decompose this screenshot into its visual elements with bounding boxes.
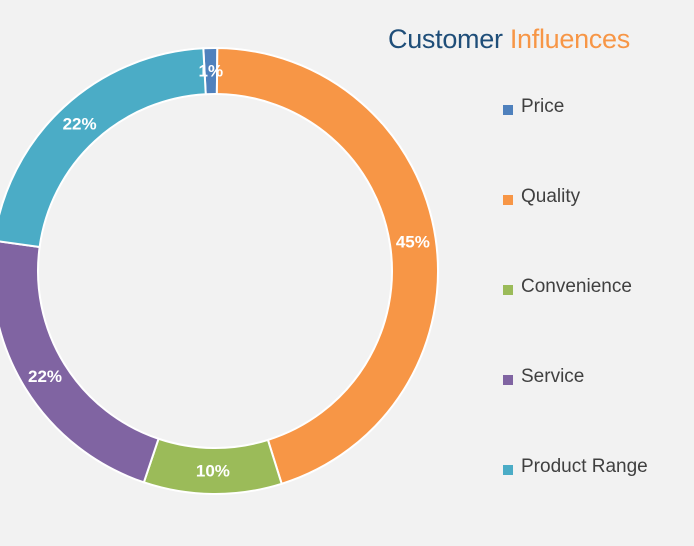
legend-label-convenience: Convenience bbox=[521, 276, 632, 297]
legend-swatch-convenience bbox=[503, 285, 513, 295]
slice-labels: 1% 45% 10% 22% 22% bbox=[28, 62, 430, 481]
data-label-quality: 45% bbox=[396, 232, 430, 251]
chart-title: Customer Influences bbox=[388, 24, 630, 55]
legend-label-product-range: Product Range bbox=[521, 456, 648, 477]
legend-label-service: Service bbox=[521, 366, 585, 387]
data-label-product-range: 22% bbox=[63, 114, 97, 133]
legend-label-price: Price bbox=[521, 96, 565, 117]
data-label-convenience: 10% bbox=[196, 461, 230, 480]
slice-product-range bbox=[0, 47, 207, 249]
legend-swatch-price bbox=[503, 105, 513, 115]
legend-swatch-service bbox=[503, 375, 513, 385]
legend-swatch-quality bbox=[503, 195, 513, 205]
slice-quality bbox=[215, 47, 439, 486]
donut-slices bbox=[0, 47, 439, 495]
legend-swatch-product-range bbox=[503, 465, 513, 475]
data-label-service: 22% bbox=[28, 367, 62, 386]
slice-service bbox=[0, 240, 160, 484]
legend-label-quality: Quality bbox=[521, 186, 581, 207]
data-label-price: 1% bbox=[199, 62, 224, 81]
chart-title-part-2: Influences bbox=[509, 24, 630, 54]
donut-chart: 1% 45% 10% 22% 22% bbox=[0, 47, 439, 495]
chart-title-part-1: Customer bbox=[388, 24, 503, 54]
